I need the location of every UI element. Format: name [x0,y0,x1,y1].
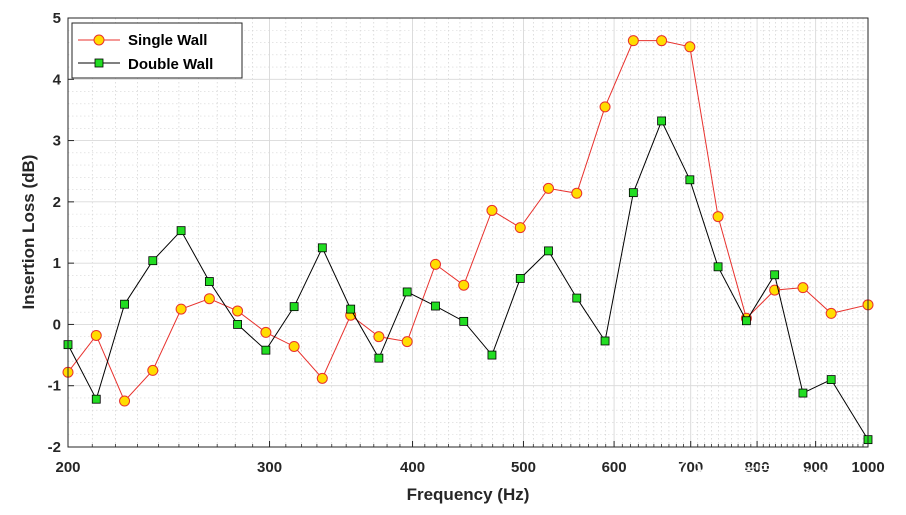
series-single-wall [62,35,874,407]
data-point-double-wall [261,345,271,355]
x-tick-label: 300 [257,459,282,476]
data-point-single-wall [486,204,498,216]
data-point-double-wall [120,299,129,309]
y-tick-label: 1 [53,255,61,272]
data-point-single-wall [514,222,526,234]
y-tick-label: -1 [48,378,61,395]
data-point-single-wall [825,307,837,319]
data-point-double-wall [346,304,356,314]
legend: Single Wall Double Wall [71,22,243,79]
data-point-double-wall [148,256,158,266]
data-point-double-wall [742,316,751,326]
y-axis-label: Insertion Loss (dB) [19,155,38,310]
data-point-double-wall [685,175,695,185]
x-tick-label: 400 [400,459,425,476]
data-point-single-wall [797,282,809,294]
data-point-single-wall [769,284,781,296]
y-tick-label: -2 [48,439,61,456]
y-tick-label: 4 [53,71,62,88]
watermark-left-text: 六敢跨境 [30,488,82,503]
data-point-single-wall [288,340,300,352]
data-point-single-wall [373,331,385,343]
data-point-single-wall [542,182,554,194]
data-point-double-wall [657,116,667,126]
minor-grid [68,18,868,447]
data-point-double-wall [176,226,186,236]
data-point-double-wall [515,274,525,283]
watermark-left: 六敢跨境 [7,486,82,504]
y-tick-label: 0 [53,316,61,333]
watermark-right-text: 微信号: Prosynx [718,463,855,485]
data-point-single-wall [401,336,413,348]
x-tick-label: 900 [803,459,828,476]
data-point-single-wall [571,187,583,199]
watermark-logo-dot [13,492,19,498]
data-point-single-wall [458,279,470,291]
watermark-right: 微信号: Prosynx [679,460,855,485]
legend-box [71,22,243,79]
data-point-single-wall [260,326,272,338]
y-tick-labels: -2 -1 0 1 2 3 4 5 [48,10,62,456]
data-point-double-wall [770,270,780,280]
tick-marks [67,17,869,448]
plot-frame [67,17,869,448]
legend-single-wall-marker [93,34,105,46]
data-point-double-wall [826,375,836,384]
data-point-double-wall [544,246,553,256]
data-point-single-wall [712,211,724,223]
data-point-single-wall [90,329,102,341]
data-point-single-wall [429,258,441,270]
data-point-double-wall [317,243,327,253]
x-axis-label: Frequency (Hz) [407,485,530,504]
series-double-wall [63,116,873,445]
data-point-double-wall [798,388,808,398]
data-point-single-wall [599,101,611,113]
legend-single-wall-label: Single Wall [128,32,207,49]
data-point-single-wall [627,35,639,47]
data-point-double-wall [600,336,610,346]
data-point-double-wall [289,302,299,312]
x-tick-label: 1000 [851,459,884,476]
x-tick-label: 600 [602,459,627,476]
data-point-double-wall [572,293,582,303]
data-point-double-wall [204,277,214,286]
data-point-double-wall [628,188,638,198]
data-point-single-wall [175,303,187,315]
legend-double-wall-label: Double Wall [128,56,213,73]
data-point-double-wall [233,320,242,329]
data-point-double-wall [402,287,412,297]
data-point-double-wall [374,353,384,363]
plot-area [68,18,868,447]
data-point-single-wall [232,305,244,317]
data-point-single-wall [316,372,328,384]
y-tick-label: 2 [53,194,61,211]
data-point-double-wall [431,301,440,311]
y-tick-label: 5 [53,10,61,27]
data-point-single-wall [203,293,215,305]
series-layer [62,35,874,445]
data-point-single-wall [147,364,159,376]
x-tick-label: 500 [511,459,536,476]
wechat-icon [679,460,710,485]
data-point-single-wall [656,35,668,47]
y-tick-label: 3 [53,133,61,150]
x-tick-label: 800 [745,459,770,476]
data-point-double-wall [487,350,497,360]
data-point-double-wall [459,316,469,326]
x-tick-label: 200 [55,459,80,476]
legend-double-wall-marker [94,58,104,68]
watermark-logo-icon [7,486,25,504]
data-point-single-wall [684,41,696,53]
data-point-single-wall [119,395,131,407]
data-point-double-wall [713,262,723,272]
data-point-double-wall [91,394,101,404]
